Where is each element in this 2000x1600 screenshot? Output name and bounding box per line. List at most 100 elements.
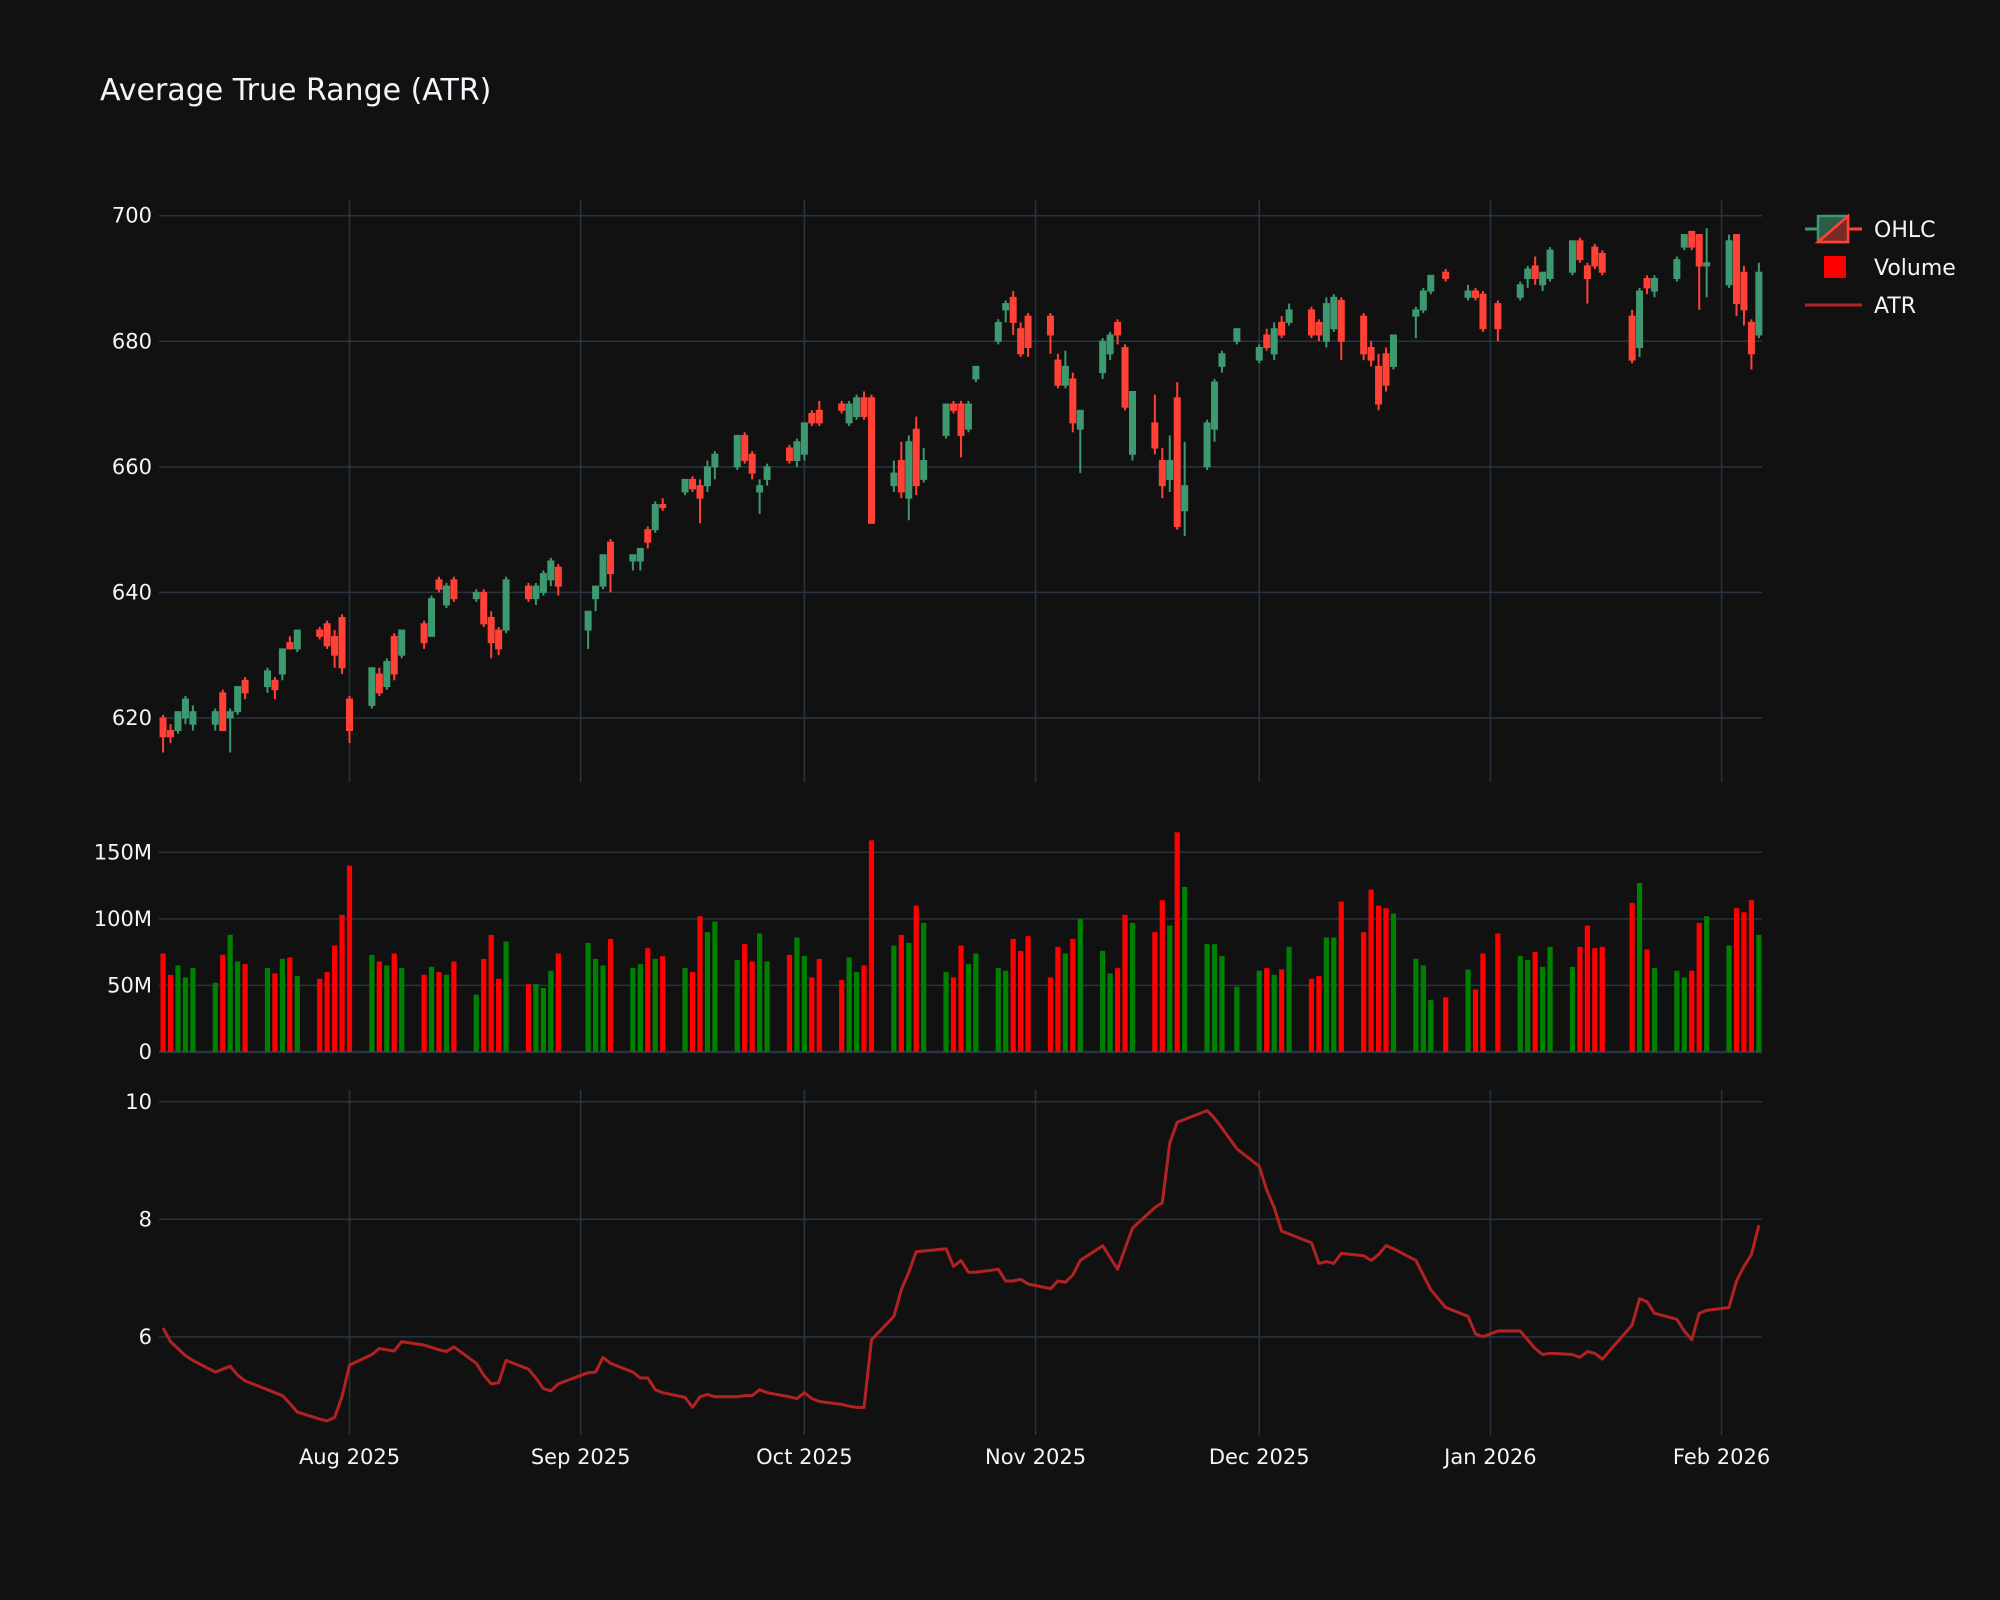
- candle-body: [808, 412, 816, 424]
- candle: [241, 677, 249, 700]
- volume-bar: [1525, 960, 1531, 1052]
- volume-bar: [212, 982, 218, 1052]
- candle-body: [890, 472, 898, 487]
- volume-bar: [1279, 969, 1285, 1052]
- legend-item-volume[interactable]: Volume: [1824, 256, 1956, 281]
- axis-labels: 620 640 660 680 700 0 50M 100M 150M 6 8 10 Aug 2025 S…: [94, 204, 1770, 1469]
- candle-body: [174, 711, 182, 732]
- volume-bar: [853, 972, 860, 1052]
- candle: [1076, 409, 1084, 474]
- price-y-tick-label: 700: [112, 204, 152, 228]
- volume-bar: [339, 914, 345, 1052]
- candle-body: [629, 554, 637, 562]
- candle: [636, 547, 644, 571]
- candle: [1546, 247, 1554, 282]
- candle-body: [860, 397, 868, 418]
- candle-body: [1166, 460, 1174, 480]
- volume-bar: [1286, 946, 1292, 1052]
- candle: [1360, 313, 1368, 361]
- volume-bar: [1323, 937, 1329, 1052]
- candle-body: [1278, 321, 1286, 336]
- candle: [867, 394, 875, 524]
- candle-body: [524, 585, 532, 600]
- legend-item-atr[interactable]: ATR: [1805, 294, 1916, 319]
- candle-body: [1740, 271, 1748, 311]
- volume-bar: [294, 976, 300, 1052]
- candle: [785, 444, 793, 464]
- candle: [286, 636, 294, 650]
- atr-line: [161, 1109, 1761, 1423]
- candle-body: [316, 629, 324, 637]
- candle-body: [1539, 271, 1547, 286]
- volume-bar: [1100, 950, 1106, 1052]
- candle: [703, 460, 711, 492]
- candle-body: [1315, 321, 1323, 336]
- volume-bar: [1480, 953, 1486, 1052]
- volume-bar: [1331, 937, 1337, 1052]
- candle-body: [1263, 334, 1271, 349]
- candle-body: [398, 629, 406, 656]
- candle-body: [1598, 252, 1606, 273]
- volume-bar: [525, 984, 532, 1052]
- price-y-tick-label: 620: [112, 706, 152, 730]
- candle: [1218, 350, 1226, 373]
- candle: [599, 554, 607, 590]
- candle: [1703, 228, 1711, 298]
- candle-body: [942, 403, 950, 436]
- volume-bar: [1390, 913, 1397, 1052]
- candle: [1576, 237, 1584, 263]
- volume-bar: [1264, 968, 1270, 1052]
- volume-bar: [220, 954, 226, 1052]
- x-tick-label: Nov 2025: [985, 1445, 1086, 1469]
- candle-body: [905, 441, 913, 499]
- volume-bar: [481, 958, 487, 1052]
- volume-bar: [182, 977, 189, 1052]
- volume-bar: [913, 905, 919, 1052]
- x-tick-label: Feb 2026: [1673, 1445, 1770, 1469]
- candle: [263, 667, 271, 693]
- candle: [1740, 265, 1748, 326]
- candle-body: [1546, 249, 1554, 279]
- volume-bar: [443, 974, 450, 1052]
- legend-label-ohlc: OHLC: [1874, 218, 1935, 243]
- legend-item-ohlc[interactable]: OHLC: [1805, 213, 1935, 244]
- candle: [331, 630, 339, 668]
- candle-body: [1255, 347, 1263, 361]
- candle-body: [994, 321, 1002, 342]
- candle: [1464, 284, 1472, 301]
- volume-bar: [1741, 912, 1747, 1052]
- volume-bar: [1234, 986, 1240, 1052]
- candle: [532, 582, 540, 605]
- candle: [897, 441, 905, 499]
- candle-body: [234, 686, 242, 713]
- candle-body: [1747, 321, 1755, 355]
- volume-bar: [764, 961, 770, 1052]
- candle: [942, 403, 950, 439]
- candle: [920, 447, 928, 483]
- volume-bar: [1748, 900, 1755, 1052]
- candle-body: [1673, 259, 1681, 279]
- candle: [1680, 234, 1688, 251]
- candle-body: [1054, 359, 1062, 386]
- candle: [368, 667, 376, 709]
- volume-bar: [428, 966, 435, 1052]
- candle-body: [1412, 309, 1420, 317]
- candle: [495, 626, 503, 656]
- candle: [420, 620, 428, 649]
- candle: [606, 539, 614, 593]
- volume-bar: [1316, 976, 1322, 1052]
- candle-body: [1650, 277, 1658, 292]
- candle: [1285, 303, 1293, 326]
- candle-body: [1628, 315, 1636, 361]
- volume-bar: [1204, 944, 1210, 1052]
- candle-body: [1121, 347, 1129, 408]
- volume-bar: [1211, 944, 1218, 1052]
- volume-bar: [264, 968, 271, 1052]
- candle: [1725, 234, 1733, 288]
- volume-bar: [660, 956, 666, 1052]
- candle-body: [815, 409, 823, 424]
- candle: [472, 589, 480, 602]
- atr-y-tick-label: 8: [139, 1207, 152, 1231]
- volume-bar: [1674, 970, 1680, 1052]
- volume-bar: [555, 953, 561, 1052]
